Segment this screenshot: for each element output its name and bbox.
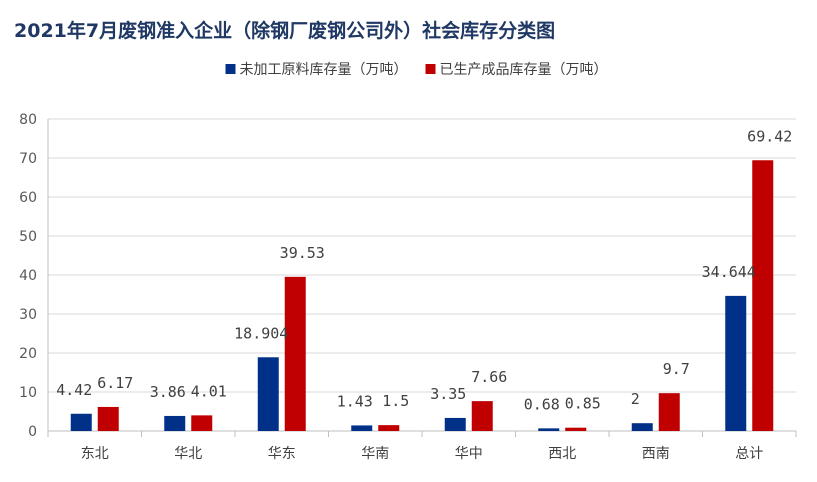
data-label: 0.68 xyxy=(524,395,560,413)
legend-swatch xyxy=(225,64,236,74)
y-tick-label: 30 xyxy=(19,307,37,323)
x-category-label: 西南 xyxy=(642,446,670,462)
x-axis: 东北 华北 华东 华南 华中 西北 西南 总计 xyxy=(47,430,797,462)
x-category-label: 华北 xyxy=(174,446,202,462)
data-label: 4.42 xyxy=(56,381,92,399)
bar-raw-material xyxy=(351,425,373,431)
legend-label: 未加工原料库存量（万吨） xyxy=(240,62,408,78)
data-label: 39.53 xyxy=(280,244,325,262)
y-tick-label: 40 xyxy=(19,268,37,284)
y-tick-label: 80 xyxy=(19,112,37,128)
bar-finished-product xyxy=(284,276,306,431)
data-label: 1.5 xyxy=(382,392,409,410)
bars xyxy=(70,160,774,431)
data-label: 6.17 xyxy=(97,374,133,392)
bar-finished-product xyxy=(97,406,119,431)
y-tick-label: 60 xyxy=(19,190,37,206)
y-tick-label: 70 xyxy=(19,151,37,167)
bar-raw-material xyxy=(257,357,279,431)
data-label: 18.904 xyxy=(234,324,288,342)
bar-raw-material xyxy=(444,417,466,431)
chart-title: 2021年7月废钢准入企业（除钢厂废钢公司外）社会库存分类图 xyxy=(14,20,556,42)
data-label: 4.01 xyxy=(191,382,227,400)
legend-swatch xyxy=(425,64,436,74)
bar-raw-material xyxy=(725,295,747,431)
data-label: 9.7 xyxy=(663,360,690,378)
y-tick-label: 50 xyxy=(19,229,37,245)
legend-label: 已生产成品库存量（万吨） xyxy=(440,62,608,78)
data-label: 34.644 xyxy=(702,263,756,281)
bar-raw-material xyxy=(164,415,186,431)
x-category-label: 华东 xyxy=(268,446,296,462)
data-label: 7.66 xyxy=(471,368,507,386)
bar-raw-material xyxy=(70,413,92,431)
bar-finished-product xyxy=(378,425,400,431)
y-axis: 0 10 20 30 40 50 60 70 80 xyxy=(19,112,49,440)
legend: 未加工原料库存量（万吨） 已生产成品库存量（万吨） xyxy=(225,62,608,78)
data-label: 0.85 xyxy=(565,395,601,413)
x-category-label: 东北 xyxy=(81,446,109,462)
data-labels: 4.42 3.86 18.904 1.43 3.35 0.68 2 34.644 6.17 4.0… xyxy=(56,127,792,413)
data-label: 3.35 xyxy=(430,385,466,403)
y-tick-label: 20 xyxy=(19,346,37,362)
data-label: 3.86 xyxy=(150,383,186,401)
data-label: 69.42 xyxy=(747,127,792,145)
y-tick-label: 0 xyxy=(28,424,37,440)
gridlines xyxy=(48,118,796,393)
bar-finished-product xyxy=(191,415,213,431)
y-tick-label: 10 xyxy=(19,385,37,401)
data-label: 2 xyxy=(631,390,640,408)
x-category-label: 西北 xyxy=(548,446,576,462)
bar-finished-product xyxy=(471,401,493,431)
bar-raw-material xyxy=(631,423,653,431)
x-category-label: 华中 xyxy=(455,446,483,462)
x-category-label: 华南 xyxy=(361,446,389,462)
bar-finished-product xyxy=(752,160,774,431)
bar-raw-material xyxy=(538,428,560,431)
bar-finished-product xyxy=(565,427,587,431)
bar-finished-product xyxy=(658,393,680,431)
data-label: 1.43 xyxy=(337,392,373,410)
x-category-label: 总计 xyxy=(735,446,763,462)
